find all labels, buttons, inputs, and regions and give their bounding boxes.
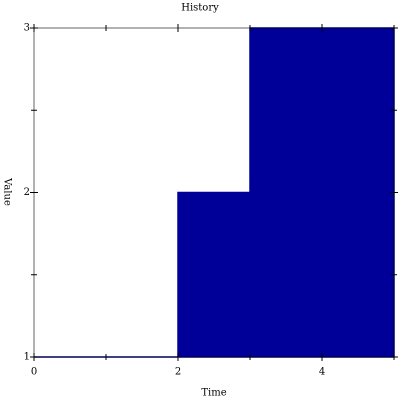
y-axis-label: Value	[2, 177, 13, 206]
chart-title: History	[181, 3, 219, 14]
y-tick-label: 1	[24, 352, 30, 363]
x-axis-label: Time	[201, 388, 226, 399]
x-tick-label: 4	[319, 367, 325, 378]
x-tick-label: 0	[31, 367, 37, 378]
y-tick-label: 2	[24, 187, 30, 198]
y-tick-label: 3	[24, 23, 30, 34]
x-tick-label: 2	[175, 367, 181, 378]
